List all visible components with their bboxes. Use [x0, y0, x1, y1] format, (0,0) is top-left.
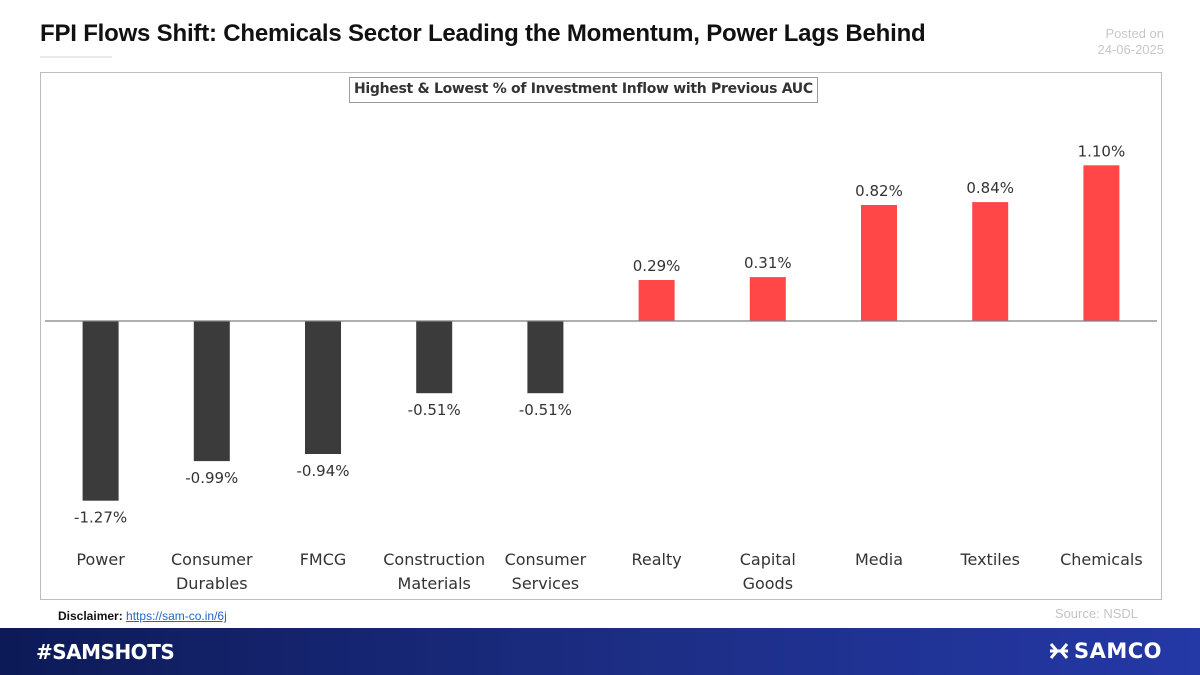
page-title: FPI Flows Shift: Chemicals Sector Leadin…	[40, 20, 926, 47]
bar-0	[82, 321, 119, 501]
tick-label-1: Consumer Durables	[171, 550, 253, 593]
title-underline	[40, 56, 112, 58]
posted-label: Posted on	[1105, 26, 1164, 41]
data-label-7: 0.82%	[855, 182, 903, 200]
tick-label-2: FMCG	[300, 550, 347, 569]
bar-8	[972, 202, 1009, 321]
tick-label-6: Capital Goods	[740, 550, 796, 593]
data-label-1: -0.99%	[185, 469, 238, 487]
hashtag-label: #SAMSHOTS	[36, 640, 175, 664]
tick-label-0: Power	[76, 550, 125, 569]
bar-3	[416, 321, 453, 394]
data-label-5: 0.29%	[633, 257, 681, 275]
disclaimer-link[interactable]: https://sam-co.in/6j	[126, 609, 227, 623]
source-note: Source: NSDL	[1054, 606, 1138, 621]
tick-label-7: Media	[855, 550, 903, 569]
brand-name: SAMCO	[1073, 639, 1162, 663]
brand-logo: SAMCO	[1048, 639, 1162, 663]
bar-6	[749, 277, 786, 321]
samco-logo-icon	[1049, 643, 1069, 659]
data-label-9: 1.10%	[1078, 142, 1126, 160]
bar-2	[305, 321, 341, 454]
bar-5	[638, 280, 675, 321]
tick-label-5: Realty	[631, 550, 681, 569]
data-label-2: -0.94%	[296, 462, 349, 480]
data-label-6: 0.31%	[744, 254, 792, 272]
tick-label-9: Chemicals	[1060, 550, 1143, 569]
footer-bar	[0, 628, 1200, 675]
tick-label-4: Consumer Services	[505, 550, 587, 593]
bar-1	[193, 321, 230, 462]
chart-title: Highest & Lowest % of Investment Inflow …	[349, 77, 818, 103]
disclaimer: Disclaimer: https://sam-co.in/6j	[58, 609, 227, 623]
tick-label-3: Construction Materials	[383, 550, 485, 593]
data-label-4: -0.51%	[519, 401, 572, 419]
posted-info: Posted on 24-06-2025	[1098, 26, 1165, 58]
tick-label-8: Textiles	[959, 550, 1019, 569]
bar-4	[527, 321, 564, 394]
posted-date: 24-06-2025	[1097, 42, 1165, 57]
data-label-3: -0.51%	[408, 401, 461, 419]
bar-7	[861, 205, 897, 321]
data-label-0: -1.27%	[74, 509, 127, 527]
disclaimer-label: Disclaimer:	[58, 609, 123, 623]
data-label-8: 0.84%	[966, 179, 1014, 197]
bar-9	[1083, 165, 1120, 321]
